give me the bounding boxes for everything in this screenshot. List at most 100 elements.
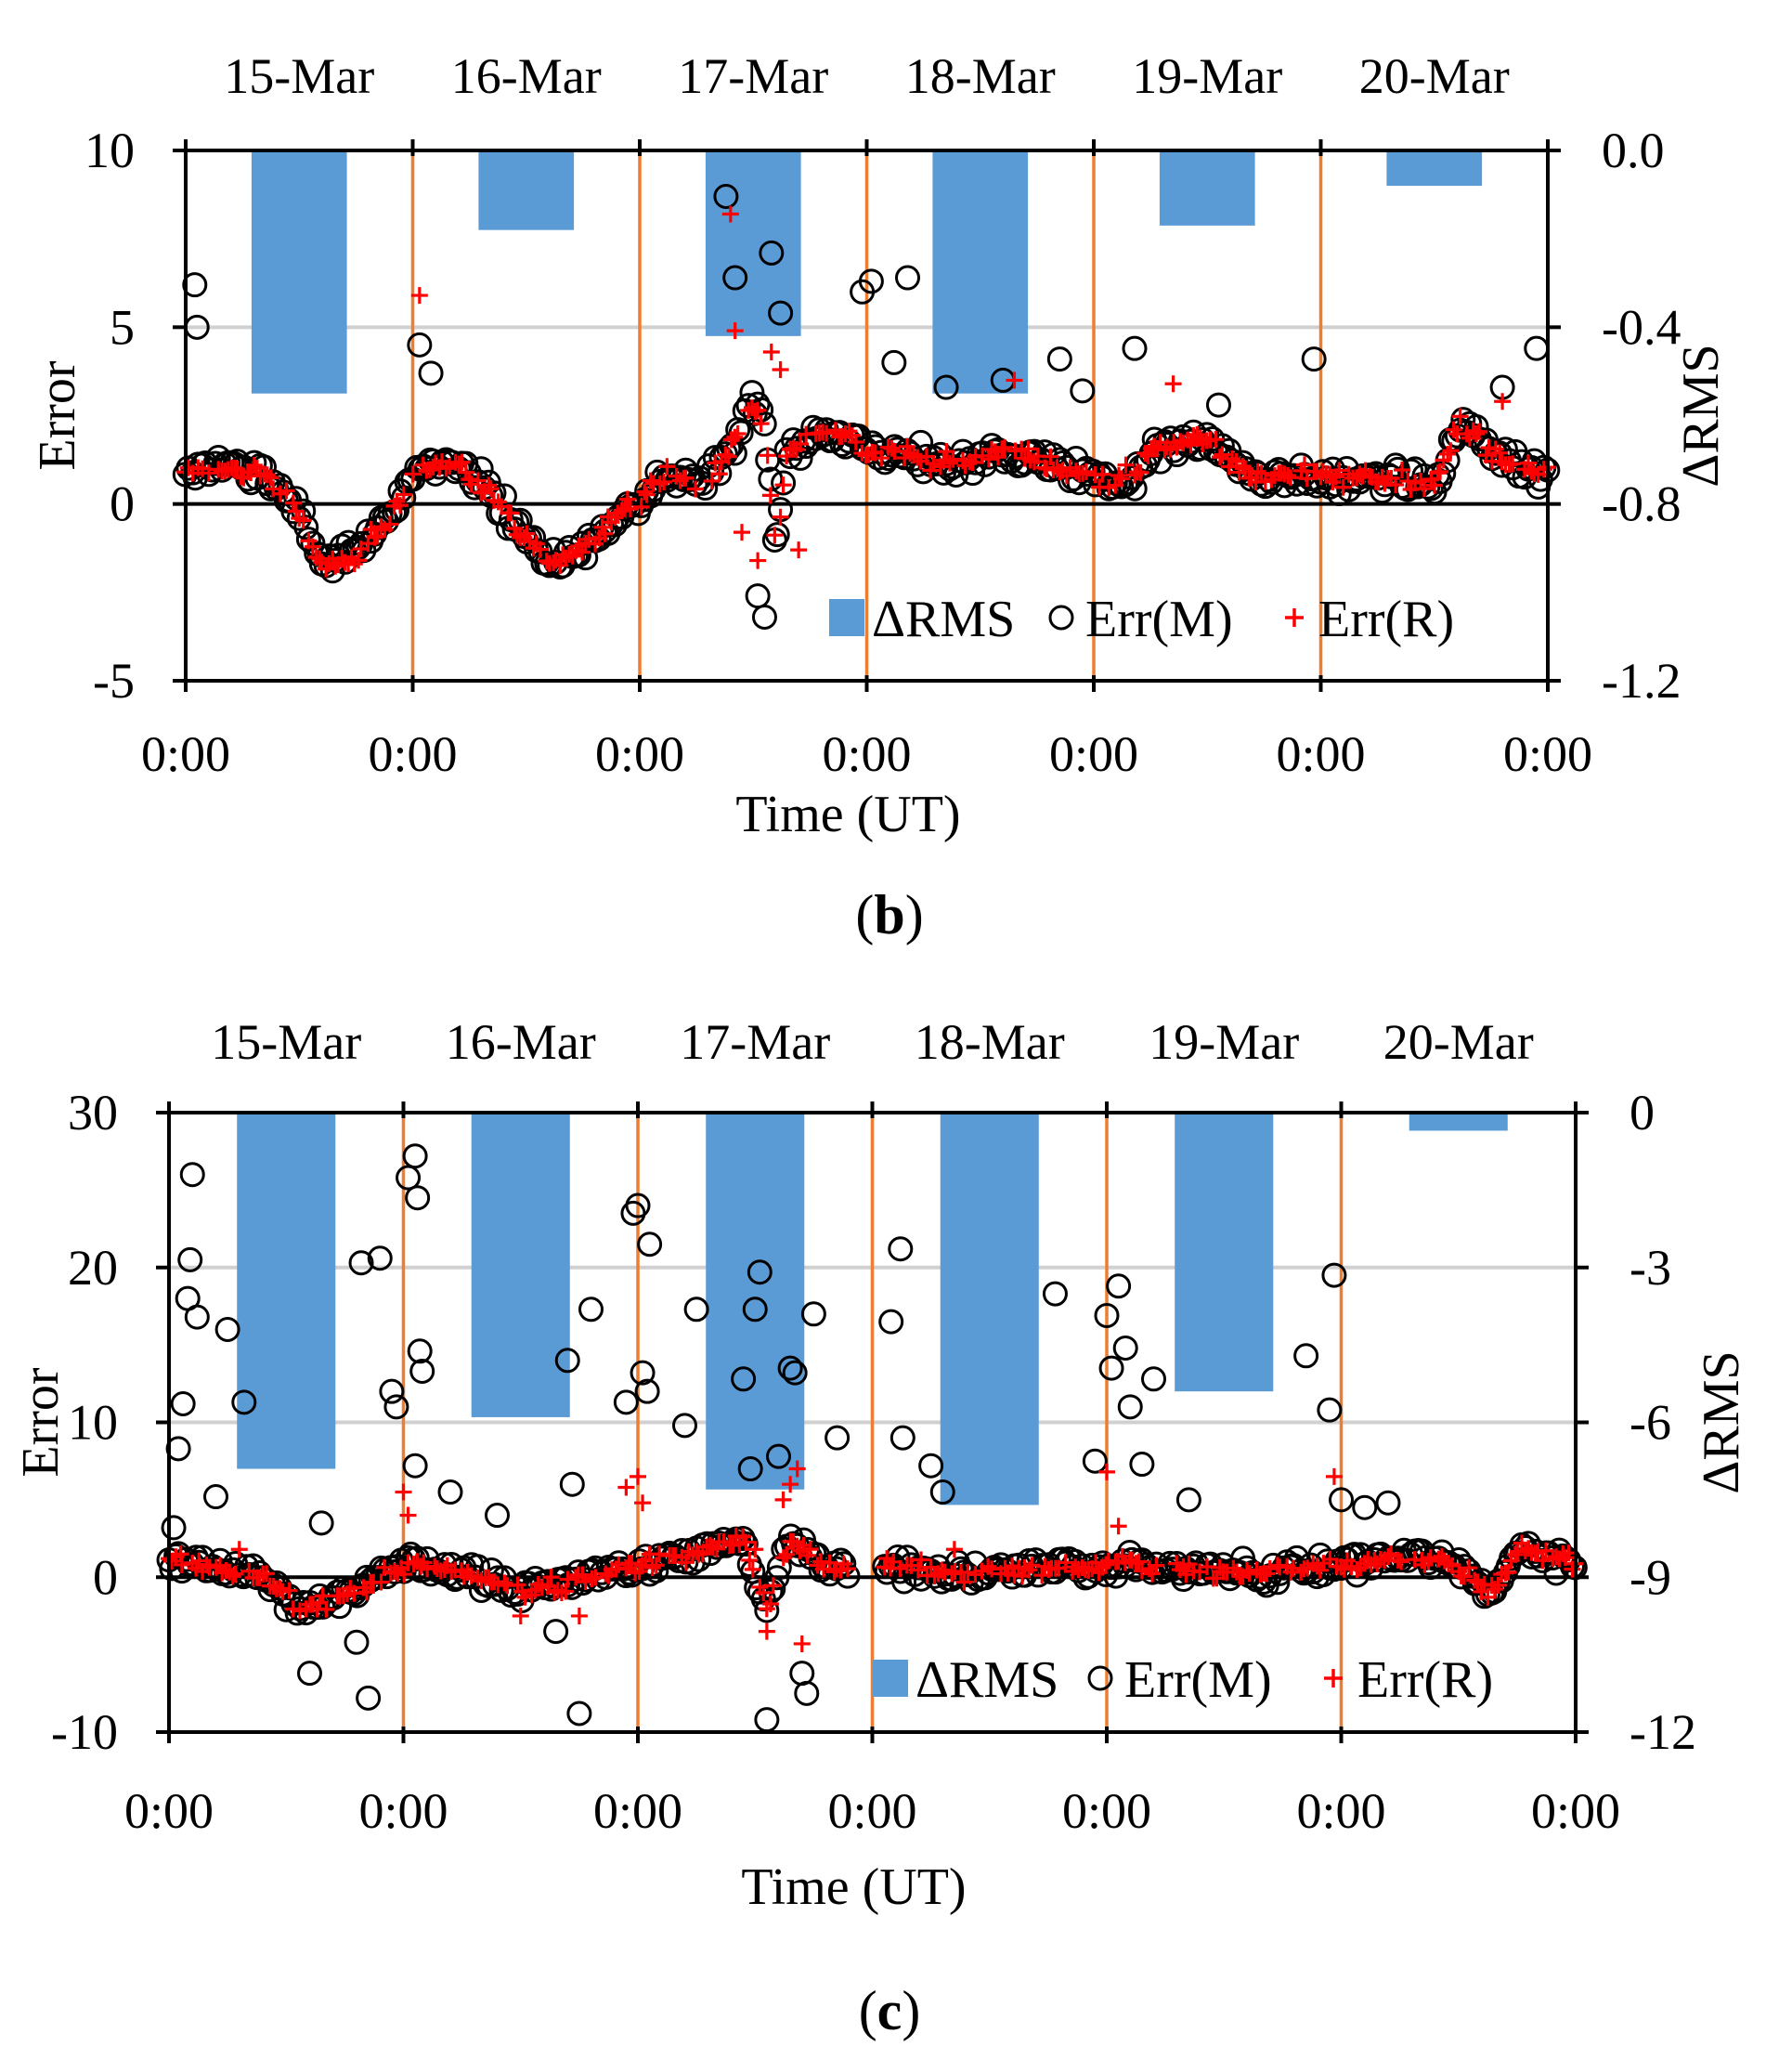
err-r-point (1117, 456, 1135, 474)
right-tick-label: -3 (1630, 1240, 1671, 1296)
drms-bar (478, 150, 575, 230)
err-r-point (801, 1541, 819, 1558)
err-r-point (788, 1460, 806, 1478)
err-m-point (789, 1661, 815, 1687)
err-r-point (345, 555, 363, 573)
err-m-point (722, 265, 748, 291)
err-r-point (838, 1560, 856, 1578)
err-r-point (596, 525, 614, 542)
drms-bar (251, 150, 347, 394)
legend-errr-label: Err(R) (1357, 1651, 1493, 1709)
err-r-point (1493, 453, 1511, 471)
legend-circle-marker (1087, 1665, 1113, 1691)
err-r-point (410, 287, 428, 305)
err-r-point (304, 538, 321, 555)
err-r-point (703, 472, 721, 489)
err-r-point (721, 205, 739, 223)
bottom-time-label: 0:00 (141, 726, 230, 782)
err-r-point (1456, 1568, 1474, 1585)
err-r-point (873, 450, 890, 467)
err-r-point (1234, 458, 1252, 476)
drms-bar (237, 1113, 336, 1469)
err-r-point (1282, 469, 1300, 487)
err-r-point (1094, 465, 1111, 483)
err-r-point (280, 1582, 298, 1599)
bottom-time-label: 0:00 (827, 1783, 916, 1839)
err-m-point (800, 1301, 826, 1327)
err-r-point (747, 1541, 764, 1558)
top-date-label: 19-Mar (1132, 48, 1282, 104)
err-r-point (1188, 425, 1206, 443)
err-r-point (651, 1545, 669, 1563)
err-r-point (587, 1569, 604, 1586)
err-r-point (909, 1561, 927, 1579)
err-r-point (913, 1551, 930, 1569)
err-r-point (1494, 393, 1512, 410)
err-m-point (764, 522, 790, 548)
b-drms-bars (251, 150, 1483, 394)
err-r-point (630, 1467, 646, 1485)
err-r-point (314, 1587, 331, 1605)
err-r-point (1526, 1544, 1544, 1562)
err-r-point (512, 1607, 529, 1624)
err-m-point (1205, 392, 1231, 418)
err-m-point (578, 1297, 604, 1323)
err-r-point (793, 1635, 811, 1652)
err-r-point (778, 1545, 796, 1563)
left-tick-label: 5 (110, 299, 135, 355)
err-r-point (1466, 1571, 1484, 1589)
bottom-time-label: 0:00 (1296, 1783, 1385, 1839)
left-tick-label: 0 (93, 1549, 118, 1605)
left-tick-label: -5 (93, 653, 135, 709)
left-tick-label: 30 (68, 1085, 118, 1140)
err-m-point (402, 1143, 428, 1169)
b-day-separators (410, 150, 1323, 681)
err-r-point (772, 361, 789, 379)
err-r-point (1486, 1581, 1503, 1598)
err-r-point (1506, 1545, 1524, 1563)
err-r-point (959, 1564, 977, 1582)
err-m-point (1094, 1302, 1120, 1328)
left-tick-label: 10 (68, 1395, 118, 1451)
c-drms-bars (237, 1113, 1508, 1505)
drms-bar (705, 150, 801, 336)
err-m-point (929, 1479, 955, 1505)
err-m-point (405, 1185, 431, 1211)
err-r-point (945, 1541, 963, 1558)
err-r-point (1420, 1552, 1437, 1570)
c-axis-ticks (156, 1101, 1589, 1743)
err-r-point (1468, 425, 1486, 443)
err-m-point (1106, 1273, 1132, 1299)
legend-bar-swatch (873, 1660, 908, 1697)
err-r-point (1295, 456, 1313, 474)
err-r-point (230, 1541, 248, 1558)
err-r-point (1253, 464, 1270, 482)
err-m-point (825, 1425, 851, 1451)
top-date-label: 15-Mar (224, 48, 374, 104)
left-tick-label: -10 (51, 1704, 118, 1760)
err-m-point (1141, 1366, 1166, 1392)
legend-errm-label: Err(M) (1085, 591, 1233, 648)
err-r-point (1380, 1547, 1397, 1565)
err-r-point (651, 476, 669, 493)
legend-plus-marker (1285, 608, 1304, 627)
right-tick-label: -1.2 (1602, 653, 1681, 709)
err-r-point (759, 447, 776, 464)
err-r-point (245, 456, 263, 474)
right-axis-title: ΔRMS (1672, 344, 1730, 487)
err-r-point (1389, 1551, 1407, 1569)
err-r-point (1489, 1576, 1507, 1594)
err-r-point (557, 1583, 575, 1600)
err-r-point (749, 401, 767, 419)
err-r-point (656, 473, 673, 490)
err-m-point (630, 1360, 656, 1386)
drms-bar (706, 1113, 805, 1490)
err-m-point (161, 1515, 187, 1541)
err-r-point (1412, 473, 1430, 490)
err-r-point (372, 1573, 390, 1591)
err-m-point (742, 1297, 768, 1323)
err-r-point (643, 1558, 661, 1576)
err-r-point (1442, 442, 1460, 460)
err-m-point (1352, 1494, 1378, 1520)
err-r-point (574, 543, 591, 561)
